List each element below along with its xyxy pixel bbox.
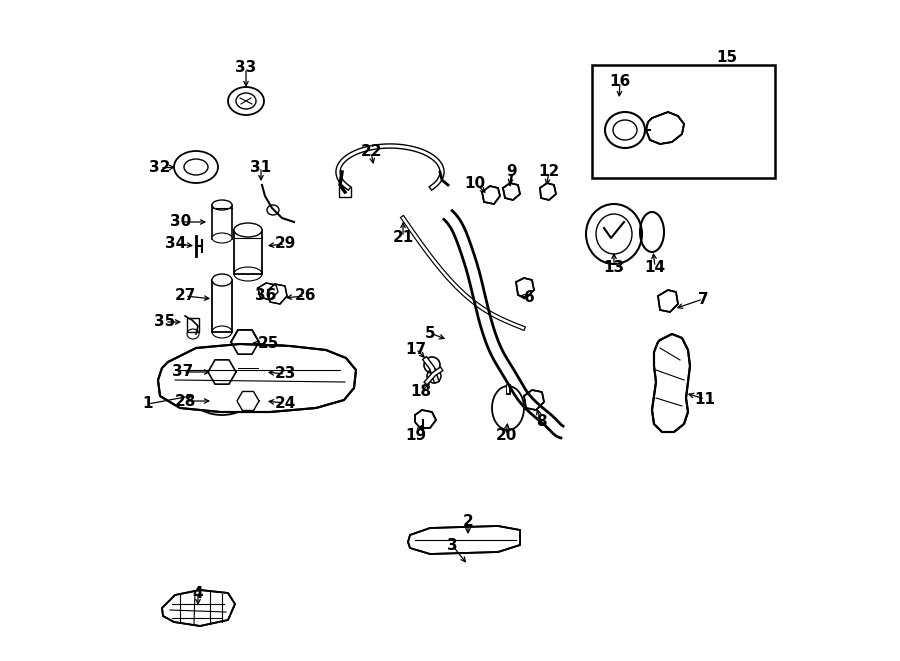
Polygon shape <box>415 410 436 428</box>
Polygon shape <box>658 290 678 312</box>
Ellipse shape <box>234 223 262 237</box>
Ellipse shape <box>208 394 236 408</box>
Text: 21: 21 <box>392 229 414 245</box>
Text: 24: 24 <box>274 395 296 410</box>
Text: 13: 13 <box>603 260 625 274</box>
Bar <box>245 371 275 389</box>
Text: 4: 4 <box>193 586 203 600</box>
Ellipse shape <box>613 120 637 140</box>
Text: 8: 8 <box>536 414 546 428</box>
Bar <box>236 360 260 386</box>
Polygon shape <box>237 391 259 410</box>
Ellipse shape <box>596 214 632 254</box>
Text: 27: 27 <box>175 288 195 303</box>
Polygon shape <box>482 186 500 204</box>
Text: 5: 5 <box>425 325 436 340</box>
Text: 7: 7 <box>698 292 708 307</box>
Text: 11: 11 <box>695 391 716 407</box>
Polygon shape <box>540 183 556 200</box>
Ellipse shape <box>586 204 642 264</box>
Polygon shape <box>258 283 278 300</box>
Text: 1: 1 <box>143 397 153 412</box>
Ellipse shape <box>212 274 232 286</box>
Bar <box>592 65 775 178</box>
Text: 28: 28 <box>175 393 195 408</box>
Polygon shape <box>524 390 544 410</box>
Text: 19: 19 <box>405 428 427 442</box>
Ellipse shape <box>262 345 298 367</box>
Polygon shape <box>162 590 235 626</box>
Ellipse shape <box>236 93 256 109</box>
Text: 30: 30 <box>170 215 192 229</box>
Bar <box>212 280 232 332</box>
Bar <box>187 318 199 332</box>
Text: 26: 26 <box>294 288 316 303</box>
Ellipse shape <box>210 346 250 370</box>
Polygon shape <box>268 284 287 304</box>
Text: 18: 18 <box>410 385 432 399</box>
Bar <box>339 187 351 197</box>
Ellipse shape <box>196 387 248 415</box>
Text: 15: 15 <box>716 50 738 65</box>
Polygon shape <box>408 526 520 554</box>
Ellipse shape <box>212 233 232 243</box>
Text: 20: 20 <box>495 428 517 442</box>
Text: 32: 32 <box>149 161 171 176</box>
Polygon shape <box>503 183 520 200</box>
Ellipse shape <box>605 112 645 148</box>
Text: 35: 35 <box>155 315 176 329</box>
Text: 25: 25 <box>257 336 279 352</box>
Text: 37: 37 <box>173 364 194 379</box>
Polygon shape <box>516 278 534 298</box>
Text: 9: 9 <box>507 165 517 180</box>
Polygon shape <box>231 330 259 354</box>
Ellipse shape <box>295 350 325 370</box>
Text: 10: 10 <box>464 176 486 190</box>
Polygon shape <box>492 386 524 430</box>
Polygon shape <box>158 344 356 412</box>
Text: 31: 31 <box>250 159 272 175</box>
Polygon shape <box>652 334 690 432</box>
Text: 16: 16 <box>609 75 631 89</box>
Text: 23: 23 <box>274 366 296 381</box>
Ellipse shape <box>184 159 208 175</box>
Bar <box>212 205 232 239</box>
Text: 36: 36 <box>256 288 276 303</box>
Ellipse shape <box>228 87 264 115</box>
Ellipse shape <box>174 151 218 183</box>
Text: 12: 12 <box>538 165 560 180</box>
Text: 34: 34 <box>166 237 186 251</box>
Text: 3: 3 <box>446 537 457 553</box>
Text: 14: 14 <box>644 260 666 274</box>
Ellipse shape <box>212 200 232 210</box>
Text: 6: 6 <box>524 290 535 305</box>
Polygon shape <box>208 360 236 384</box>
Text: 17: 17 <box>405 342 427 356</box>
Text: 2: 2 <box>463 514 473 529</box>
Polygon shape <box>646 112 684 144</box>
Text: 22: 22 <box>360 145 382 159</box>
Bar <box>234 230 262 274</box>
Text: 29: 29 <box>274 237 296 251</box>
Text: 33: 33 <box>236 61 256 75</box>
